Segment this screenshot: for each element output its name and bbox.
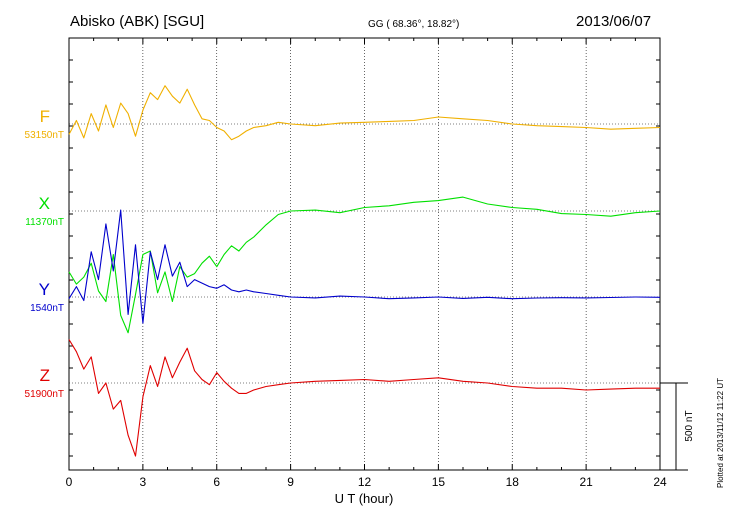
x-tick-label-6: 6 <box>213 475 220 489</box>
x-tick-label-15: 15 <box>432 475 446 489</box>
channel-label-Y: Y <box>38 280 50 299</box>
channel-baseline-Y: 1540nT <box>30 303 64 314</box>
x-tick-label-18: 18 <box>506 475 520 489</box>
series-Y <box>68 209 661 324</box>
x-tick-labels: 0 3 6 9 12 15 18 21 24 <box>66 475 667 489</box>
axis-ticks <box>68 38 661 470</box>
series-X <box>68 196 661 334</box>
x-axis-label: U T (hour) <box>335 491 394 506</box>
station-title: Abisko (ABK) [SGU] <box>70 13 205 30</box>
channel-baseline-F: 53150nT <box>24 130 64 141</box>
scale-bar <box>660 382 688 471</box>
series-Z <box>68 339 660 457</box>
time-gridlines <box>142 38 587 470</box>
x-tick-label-12: 12 <box>358 475 372 489</box>
channel-baseline-X: 11370nT <box>25 217 64 228</box>
x-tick-label-3: 3 <box>140 475 147 489</box>
station-coords: GG ( 68.36°, 18.82°) <box>368 19 460 30</box>
channel-label-F: F <box>39 107 50 126</box>
series-F <box>68 85 661 141</box>
x-tick-label-24: 24 <box>653 475 667 489</box>
channel-baseline-Z: 51900nT <box>24 389 64 400</box>
x-tick-label-9: 9 <box>287 475 294 489</box>
scale-label: 500 nT <box>684 410 695 441</box>
channel-baselines <box>69 123 660 384</box>
plot-timestamp: Plotted at 2013/11/12 11:22 UT <box>716 377 725 488</box>
channel-label-X: X <box>38 194 50 213</box>
x-tick-label-0: 0 <box>66 475 73 489</box>
date-title: 2013/06/07 <box>576 13 652 30</box>
channel-label-Z: Z <box>39 366 50 385</box>
series-lines <box>68 85 661 457</box>
x-tick-label-21: 21 <box>579 475 593 489</box>
